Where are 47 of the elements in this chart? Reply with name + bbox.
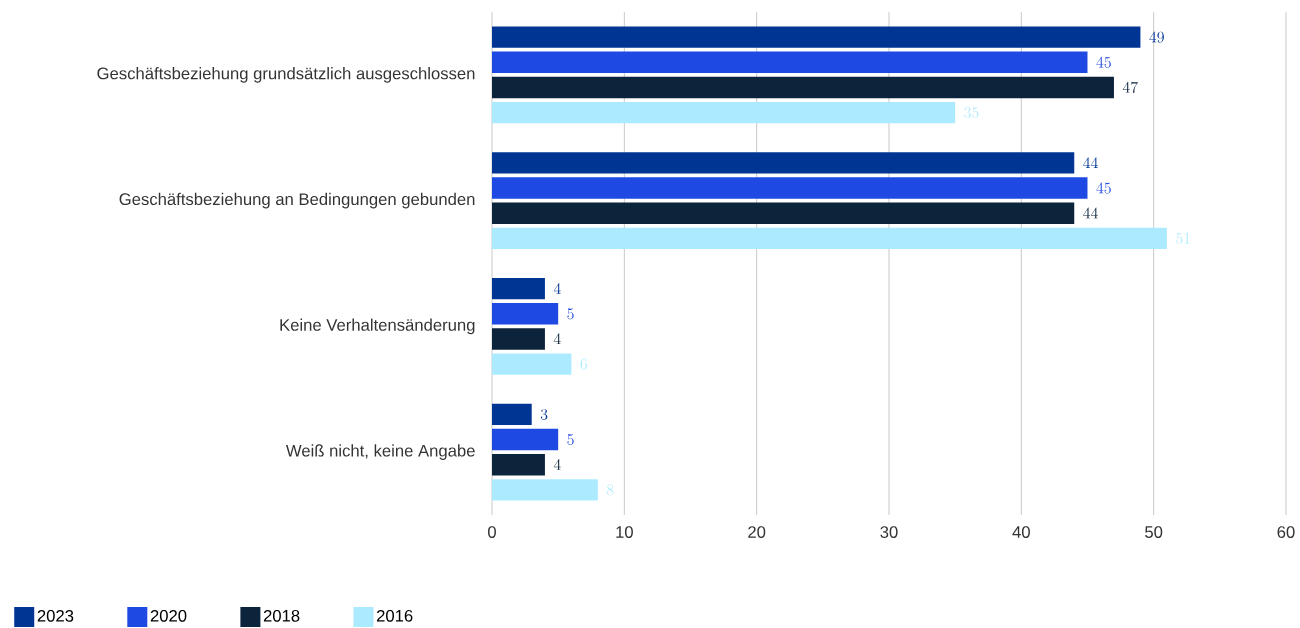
bar [492, 454, 545, 476]
bar [492, 403, 532, 426]
bar [492, 328, 545, 350]
data-label: 6 [580, 358, 588, 370]
y-tick-label: Keine Verhaltensänderung [280, 318, 475, 335]
bar [492, 479, 598, 501]
bar [492, 26, 1141, 48]
x-tick-label: 0 [488, 526, 496, 538]
bar [492, 227, 1167, 250]
x-tick-label: 50 [1145, 526, 1163, 538]
data-label: 45 [1096, 56, 1111, 68]
data-label: 3 [540, 408, 548, 420]
bar [492, 428, 559, 451]
data-label: 8 [607, 484, 614, 496]
bar [492, 353, 572, 375]
y-tick-label: Geschäftsbeziehung an Bedingungen gebunden [119, 192, 475, 209]
data-label: 4 [553, 283, 561, 294]
bar [492, 101, 956, 124]
data-label: 44 [1083, 207, 1098, 219]
legend-label: 2018 [263, 609, 300, 622]
bar [492, 303, 559, 325]
data-label: 5 [567, 308, 574, 320]
legend-label: 2020 [150, 609, 187, 622]
x-tick-label: 10 [616, 526, 633, 538]
data-label: 4 [553, 333, 561, 345]
y-tick-label: Weiß nicht, keine Angabe [285, 444, 475, 460]
bar [492, 277, 545, 300]
data-label: 4 [553, 459, 561, 470]
legend-label: 2023 [37, 609, 74, 622]
data-label: 49 [1149, 31, 1164, 43]
bar [492, 51, 1088, 73]
x-tick-label: 60 [1277, 526, 1295, 538]
x-tick-label: 40 [1012, 526, 1030, 538]
data-label: 35 [964, 107, 979, 119]
data-label: 51 [1176, 232, 1190, 244]
legend-label: 2016 [376, 609, 413, 622]
data-label: 45 [1096, 182, 1111, 194]
bar [492, 76, 1114, 99]
bar [492, 202, 1075, 224]
data-label: 47 [1122, 81, 1138, 93]
data-label: 5 [567, 434, 574, 446]
x-tick-label: 30 [880, 526, 898, 538]
data-label: 44 [1083, 157, 1098, 169]
bar [492, 177, 1088, 199]
x-tick-label: 20 [748, 526, 766, 538]
y-tick-label: Geschäftsbeziehung grundsätzlich ausgeschlossen [97, 67, 475, 83]
bar [492, 152, 1075, 174]
